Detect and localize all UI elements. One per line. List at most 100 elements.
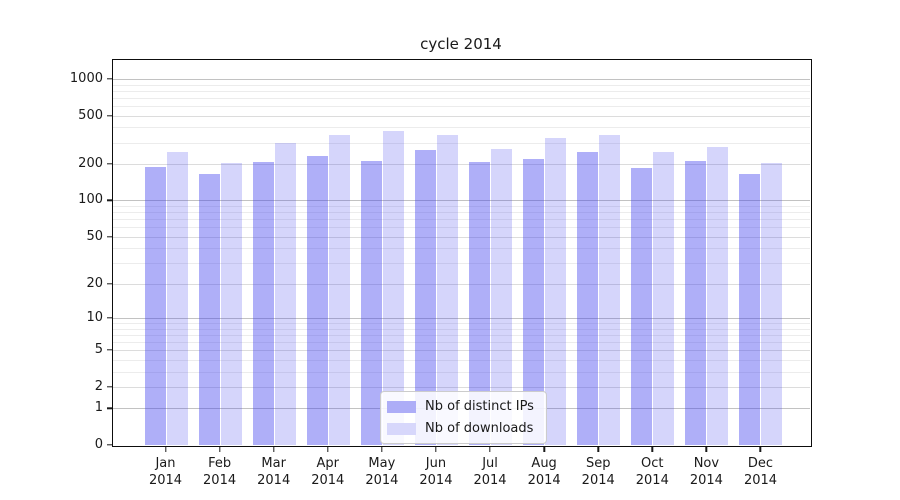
- gridline-major: [113, 78, 810, 80]
- x-tick-mark: [272, 446, 275, 452]
- gridline-labeled: [113, 236, 810, 238]
- legend-item-downloads: Nb of downloads: [387, 421, 534, 436]
- gridline-labeled: [113, 283, 810, 285]
- bar-distinct-ips-sep-2014: [577, 152, 599, 445]
- gridline-minor: [113, 334, 810, 336]
- bar-distinct-ips-aug-2014: [523, 159, 545, 445]
- gridline-major: [113, 200, 810, 202]
- x-tick-mark: [218, 446, 221, 452]
- y-tick-label: 200: [78, 156, 103, 172]
- x-tick-mark: [164, 446, 167, 452]
- bar-distinct-ips-nov-2014: [685, 161, 707, 445]
- bar-downloads-may-2014: [382, 130, 404, 445]
- gridline-minor: [113, 127, 810, 129]
- y-tick-label: 50: [86, 228, 103, 244]
- legend-swatch-distinct-ips: [387, 400, 416, 413]
- y-tick-mark: [106, 114, 112, 117]
- x-tick-mark: [651, 446, 653, 452]
- gridline-labeled: [113, 164, 810, 165]
- bar-distinct-ips-mar-2014: [252, 162, 274, 445]
- legend-label-distinct-ips: Nb of distinct IPs: [425, 399, 534, 414]
- y-tick-mark: [106, 199, 112, 202]
- gridline-minor: [113, 205, 810, 207]
- x-tick-label: Oct 2014: [635, 456, 669, 488]
- gridline-minor: [113, 84, 810, 86]
- bar-downloads-jul-2014: [491, 149, 513, 445]
- y-tick-mark: [106, 282, 112, 285]
- bar-downloads-aug-2014: [545, 137, 567, 445]
- x-tick-mark: [435, 446, 437, 452]
- gridline-minor: [113, 212, 810, 214]
- x-tick-mark: [597, 446, 599, 452]
- y-tick-mark: [106, 235, 112, 238]
- x-tick-label: Sep 2014: [581, 456, 615, 488]
- gridline-labeled: [113, 115, 810, 117]
- gridline-labeled: [113, 350, 810, 352]
- bar-distinct-ips-may-2014: [360, 160, 382, 445]
- gridline-minor: [113, 341, 810, 343]
- x-tick-mark: [759, 446, 762, 452]
- x-tick-label: Aug 2014: [527, 456, 561, 488]
- x-tick-label: Mar 2014: [257, 456, 291, 488]
- plot-area: Nb of distinct IPs Nb of downloads 0 1 2 5 1…: [70, 58, 812, 488]
- bar-downloads-dec-2014: [761, 162, 783, 445]
- bar-downloads-jan-2014: [166, 151, 188, 445]
- y-tick-mark: [106, 349, 112, 351]
- bar-downloads-apr-2014: [328, 134, 350, 445]
- y-tick-label: 5: [94, 342, 103, 358]
- y-tick-label: 100: [78, 192, 103, 208]
- bar-distinct-ips-jan-2014: [144, 166, 166, 445]
- bar-downloads-mar-2014: [274, 143, 296, 445]
- x-tick-mark: [489, 446, 491, 452]
- bar-distinct-ips-dec-2014: [739, 173, 761, 445]
- y-tick-label: 20: [86, 275, 103, 291]
- y-tick-mark: [106, 163, 112, 165]
- x-tick-label: Jun 2014: [419, 456, 453, 488]
- x-tick-label: Nov 2014: [689, 456, 723, 488]
- x-tick-label: Apr 2014: [311, 456, 345, 488]
- bar-distinct-ips-jul-2014: [469, 162, 491, 445]
- x-tick-label: Jul 2014: [473, 456, 507, 488]
- gridline-minor: [113, 227, 810, 229]
- gridline-minor: [113, 328, 810, 330]
- gridline-minor: [113, 371, 810, 373]
- bar-downloads-feb-2014: [220, 162, 242, 445]
- gridline-minor: [113, 142, 810, 144]
- gridline-minor: [113, 263, 810, 265]
- legend-label-downloads: Nb of downloads: [425, 421, 534, 436]
- x-tick-mark: [327, 446, 329, 452]
- gridline-minor: [113, 97, 810, 99]
- legend-item-distinct-ips: Nb of distinct IPs: [387, 399, 534, 414]
- bar-downloads-jun-2014: [436, 134, 458, 445]
- y-tick-mark: [106, 317, 112, 319]
- bar-downloads-sep-2014: [599, 134, 621, 445]
- x-tick-label: Feb 2014: [203, 456, 237, 488]
- bar-downloads-oct-2014: [653, 151, 675, 445]
- bar-downloads-nov-2014: [707, 147, 729, 445]
- gridline-minor: [113, 322, 810, 324]
- x-tick-mark: [705, 446, 708, 452]
- y-tick-label: 2: [94, 378, 103, 394]
- y-tick-label: 1: [94, 400, 103, 416]
- y-tick-label: 1000: [69, 71, 103, 87]
- gridline-minor: [113, 219, 810, 221]
- y-tick-mark: [106, 407, 112, 409]
- x-tick-label: Jan 2014: [148, 456, 183, 488]
- y-tick-mark: [106, 386, 112, 388]
- gridline-minor: [113, 105, 810, 107]
- gridline-labeled: [113, 386, 810, 388]
- y-tick-label: 0: [94, 437, 103, 453]
- bar-distinct-ips-jun-2014: [414, 150, 436, 445]
- x-tick-mark: [543, 446, 545, 452]
- bar-distinct-ips-feb-2014: [198, 174, 220, 445]
- y-tick-mark: [106, 444, 112, 446]
- legend: Nb of distinct IPs Nb of downloads: [380, 391, 547, 444]
- gridline-minor: [113, 359, 810, 361]
- gridline-major: [113, 317, 810, 319]
- bar-distinct-ips-oct-2014: [631, 167, 653, 445]
- x-tick-label: Dec 2014: [743, 456, 778, 488]
- legend-swatch-downloads: [387, 422, 416, 435]
- chart-title: cycle 2014: [420, 35, 502, 53]
- x-tick-mark: [381, 446, 383, 452]
